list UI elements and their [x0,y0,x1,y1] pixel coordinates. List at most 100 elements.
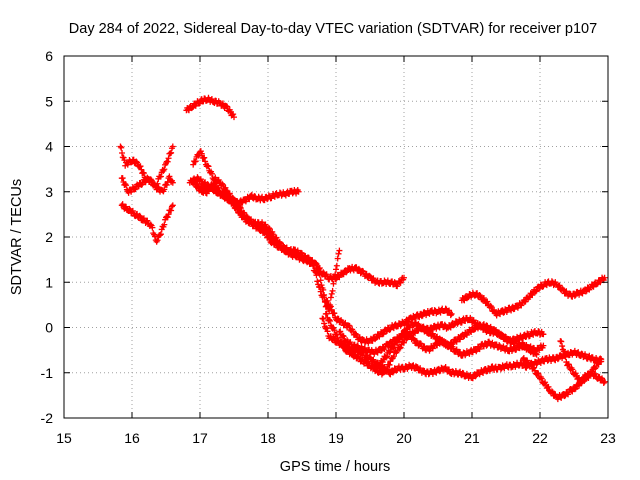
y-tick-label: 1 [45,274,53,290]
data-point-marker [476,291,483,298]
data-point-marker [154,237,161,244]
data-point-marker [317,288,324,295]
data-point-marker [144,217,151,224]
data-point-marker [230,199,237,206]
data-point-marker [330,280,337,287]
data-point-marker [262,221,269,228]
data-point-marker [295,188,302,195]
series-track-c [118,201,176,245]
data-point-marker [224,103,231,110]
data-point-marker [418,313,425,320]
data-point-marker [391,279,398,286]
data-point-marker [601,274,608,281]
data-point-marker [138,166,145,173]
data-point-marker [447,312,454,319]
data-point-marker [321,294,328,301]
data-point-marker [198,150,205,157]
data-point-marker [323,325,330,332]
data-point-marker [487,302,494,309]
data-point-marker [317,277,324,284]
data-point-marker [137,213,144,220]
data-point-marker [374,349,381,356]
data-point-marker [404,334,411,341]
data-point-marker [538,375,545,382]
data-point-marker [133,158,140,165]
data-point-marker [157,231,164,238]
data-point-marker [328,306,335,313]
data-point-marker [331,327,338,334]
data-point-marker [118,144,125,151]
y-tick-label: 2 [45,229,53,245]
data-point-marker [313,272,320,279]
chart-title: Day 284 of 2022, Sidereal Day-to-day VTE… [69,21,597,37]
data-point-marker [331,274,338,281]
data-point-marker [119,149,126,156]
data-point-marker [324,328,331,335]
data-point-marker [484,298,491,305]
data-point-marker [223,187,230,194]
data-point-marker [314,278,321,285]
data-point-marker [169,143,176,150]
data-point-marker [348,348,355,355]
data-point-marker [524,357,531,364]
data-point-marker [470,317,477,324]
data-point-marker [324,297,331,304]
data-point-marker [565,361,572,368]
data-point-marker [233,204,240,211]
data-point-marker [561,348,568,355]
data-point-marker [497,311,504,318]
data-point-marker [562,353,569,360]
data-point-marker [137,163,144,170]
data-point-marker [386,361,393,368]
data-point-marker [165,211,172,218]
data-point-marker [390,353,397,360]
data-point-marker [312,269,319,276]
data-point-marker [559,286,566,293]
data-point-marker [140,170,147,177]
data-point-marker [205,163,212,170]
data-point-marker [212,180,219,187]
data-point-marker [211,185,218,192]
data-point-marker [354,342,361,349]
data-point-marker [119,175,126,182]
data-point-marker [598,356,605,363]
data-point-marker [585,374,592,381]
data-point-marker [448,310,455,317]
data-point-marker [545,383,552,390]
data-point-marker [262,228,269,235]
data-point-marker [442,305,449,312]
data-point-marker [164,158,171,165]
data-point-marker [476,346,483,353]
data-point-marker [406,330,413,337]
data-point-marker [554,356,561,363]
data-point-marker [595,361,602,368]
data-point-marker [378,347,385,354]
data-point-marker [387,348,394,355]
data-point-marker [219,180,226,187]
data-point-marker [270,231,277,238]
data-point-marker [246,196,253,203]
data-point-marker [333,262,340,269]
data-point-marker [234,205,241,212]
data-point-marker [327,294,334,301]
data-point-marker [164,214,171,221]
series-track-h [193,182,455,346]
x-tick-label: 19 [328,430,344,446]
data-point-marker [426,310,433,317]
data-point-marker [401,332,407,339]
data-point-marker [429,345,436,352]
y-tick-label: -1 [41,365,54,381]
data-point-marker [334,334,341,341]
data-point-marker [208,170,215,177]
data-point-marker [341,343,348,350]
data-point-marker [136,212,143,219]
data-point-marker [310,263,317,270]
data-point-marker [239,199,246,206]
data-point-marker [457,336,464,343]
data-point-marker [327,317,334,324]
data-point-marker [168,207,175,214]
data-point-marker [326,316,333,323]
data-point-marker [309,259,316,266]
data-point-marker [540,331,547,338]
data-point-marker [266,225,273,232]
